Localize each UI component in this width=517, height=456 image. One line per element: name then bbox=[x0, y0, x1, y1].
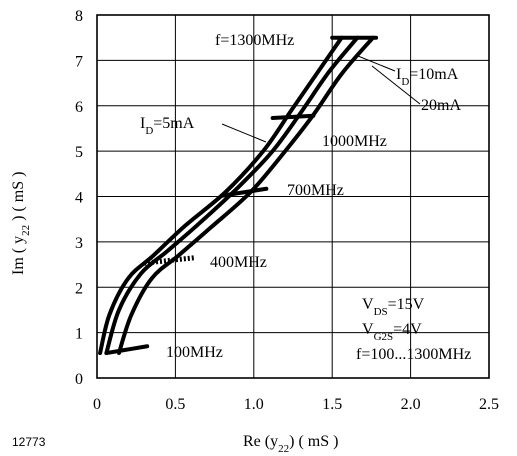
marker-1000mhz bbox=[270, 113, 316, 121]
x-tick-label: 1.0 bbox=[244, 396, 264, 413]
x-tick-label: 0.5 bbox=[165, 396, 185, 413]
y-tick-label: 5 bbox=[75, 144, 83, 161]
label-1000mhz: 1000MHz bbox=[322, 133, 387, 150]
y-tick-label: 0 bbox=[75, 371, 83, 388]
y-tick-label: 7 bbox=[75, 53, 83, 70]
series-line-20ma bbox=[117, 35, 375, 355]
x-tick-label: 2.0 bbox=[401, 396, 421, 413]
label-400mhz: 400MHz bbox=[210, 254, 267, 271]
label-id-5ma: ID=5mA bbox=[140, 115, 195, 137]
label-1300mhz: f=1300MHz bbox=[215, 32, 294, 49]
y-tick-label: 6 bbox=[75, 99, 83, 116]
x-axis-title: Re (y22) ( mS ) bbox=[243, 433, 338, 455]
series-line-id-10ma bbox=[104, 35, 360, 355]
condition-vg2s: VG2S=4V bbox=[362, 321, 422, 343]
y-tick-label: 1 bbox=[75, 326, 83, 343]
marker-700mhz bbox=[220, 186, 269, 198]
y-tick-label: 2 bbox=[75, 280, 83, 297]
x-tick-label: 2.5 bbox=[479, 396, 499, 413]
series-line-id-5ma bbox=[98, 35, 344, 355]
label-100mhz: 100MHz bbox=[166, 344, 223, 361]
y-tick-label: 8 bbox=[75, 8, 83, 25]
condition-vds: VDS=15V bbox=[362, 296, 425, 318]
label-700mhz: 700MHz bbox=[287, 182, 344, 199]
frequency-markers bbox=[104, 35, 379, 356]
y-tick-label: 4 bbox=[75, 190, 83, 207]
leader-id-10ma bbox=[357, 55, 396, 72]
leader-id-5ma bbox=[221, 123, 267, 143]
marker-100mhz bbox=[104, 344, 150, 356]
figure-id: 12773 bbox=[12, 435, 46, 449]
label-id-10ma: ID=10mA bbox=[396, 66, 459, 88]
leader-20ma bbox=[371, 65, 421, 105]
curves bbox=[98, 35, 375, 355]
x-tick-labels: 0 0.5 1.0 1.5 2.0 2.5 bbox=[93, 396, 499, 413]
y-tick-labels: 0 1 2 3 4 5 6 7 8 bbox=[75, 8, 83, 388]
label-20ma: 20mA bbox=[421, 97, 461, 114]
x-tick-label: 1.5 bbox=[322, 396, 342, 413]
y-tick-label: 3 bbox=[75, 235, 83, 252]
y-axis-title: Im ( y22 ) ( mS ) bbox=[10, 172, 32, 275]
leader-lines bbox=[221, 55, 421, 143]
x-tick-label: 0 bbox=[93, 396, 101, 413]
plot-frame bbox=[96, 14, 490, 379]
marker-400mhz bbox=[143, 255, 195, 266]
condition-frequency: f=100...1300MHz bbox=[356, 346, 471, 363]
